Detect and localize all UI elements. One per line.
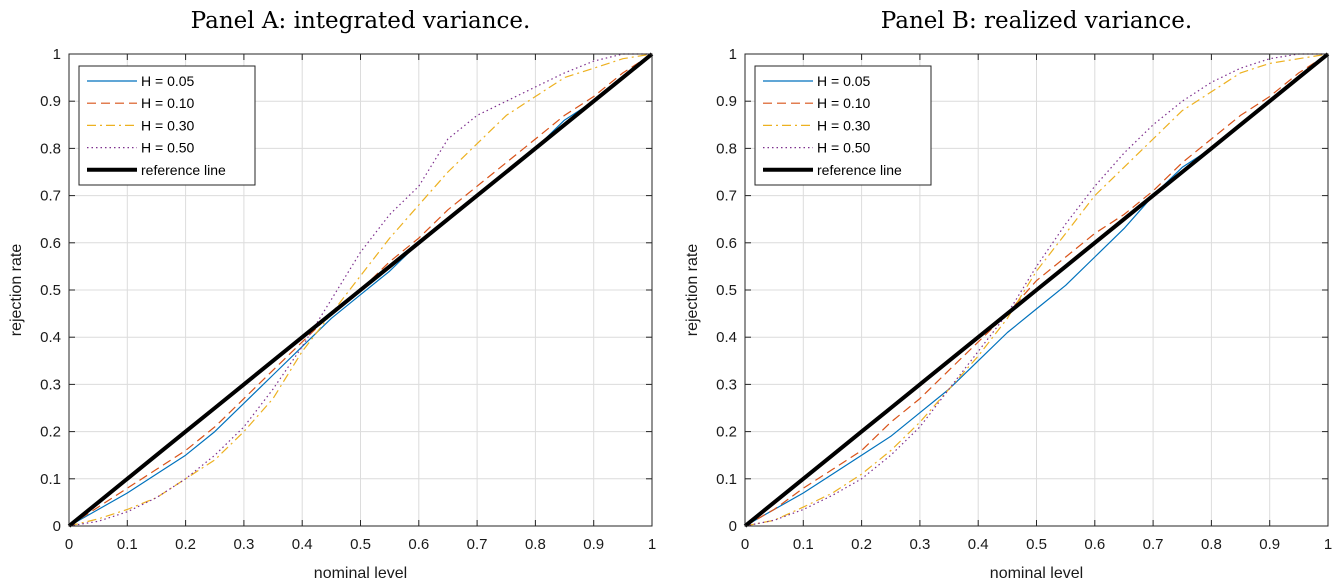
- series-group: [743, 52, 1330, 528]
- y-tick-label: 0.1: [716, 471, 737, 488]
- series-line: [744, 53, 1328, 527]
- legend-label: H = 0.30: [817, 117, 871, 133]
- legend: H = 0.05 H = 0.10 H = 0.30 H = 0.50 referenc…: [754, 65, 932, 186]
- x-tick-label: 0.3: [233, 536, 254, 553]
- x-axis-label: nominal level: [314, 565, 407, 582]
- y-tick-label: 0.9: [716, 93, 737, 110]
- y-tick-label: 0.8: [40, 140, 61, 157]
- legend-label: H = 0.10: [817, 95, 871, 111]
- y-tick-label: 0.9: [40, 93, 61, 110]
- x-tick-label: 0.6: [1084, 536, 1105, 553]
- series-group: [67, 52, 654, 528]
- x-tick-label: 0.1: [793, 536, 814, 553]
- x-tick-label: 0.9: [1259, 536, 1280, 553]
- x-tick-label: 0: [741, 536, 749, 553]
- series-line: [744, 53, 1329, 527]
- x-tick-label: 0.2: [175, 536, 196, 553]
- legend-label: H = 0.10: [141, 95, 195, 111]
- legend-label: reference line: [817, 162, 902, 178]
- y-tick-label: 0.7: [40, 188, 61, 205]
- legend: H = 0.05 H = 0.10 H = 0.30 H = 0.50 referenc…: [78, 65, 256, 186]
- series-line: [67, 52, 654, 528]
- y-tick-label: 0.6: [716, 235, 737, 252]
- legend-label: H = 0.50: [141, 140, 195, 156]
- x-tick-label: 0.4: [968, 536, 989, 553]
- y-tick-label: 0.3: [40, 376, 61, 393]
- y-tick-label: 0.6: [40, 235, 61, 252]
- x-tick-label: 0.5: [1026, 536, 1047, 553]
- x-tick-label: 0.8: [525, 536, 546, 553]
- y-tick-label: 1: [53, 46, 61, 63]
- legend-label: H = 0.30: [141, 117, 195, 133]
- panel-b: 0 0.1 0.2 0.3 0.4 0.5 0.6 0.7 0.8 0.9 1 0 0.1 0.2 0.3 0…: [684, 8, 1332, 582]
- y-tick-label: 0.2: [716, 424, 737, 441]
- x-tick-label: 0.2: [851, 536, 872, 553]
- y-tick-label: 0.3: [716, 376, 737, 393]
- y-tick-label: 0.4: [716, 329, 737, 346]
- x-tick-label: 0.9: [583, 536, 604, 553]
- x-tick-label: 0: [65, 536, 73, 553]
- x-axis-label: nominal level: [990, 565, 1083, 582]
- series-line: [743, 52, 1330, 528]
- series-line: [744, 53, 1329, 527]
- x-tick-label: 1: [1324, 536, 1332, 553]
- y-tick-label: 0.5: [40, 282, 61, 299]
- legend-label: H = 0.50: [817, 140, 871, 156]
- x-tick-label: 0.4: [292, 536, 313, 553]
- x-tick-label: 0.6: [408, 536, 429, 553]
- x-tick-label: 0.1: [117, 536, 138, 553]
- x-tick-label: 0.7: [467, 536, 488, 553]
- panel-a: 0 0.1 0.2 0.3 0.4 0.5 0.6 0.7 0.8 0.9 1 0 0.1 0.2 0.3 0…: [8, 8, 656, 582]
- y-axis-label: rejection rate: [684, 244, 701, 337]
- y-tick-label: 0.8: [716, 140, 737, 157]
- legend-label: reference line: [141, 162, 226, 178]
- y-tick-label: 0: [729, 518, 737, 535]
- panel-title: Panel B: realized variance.: [881, 8, 1192, 34]
- y-tick-label: 1: [729, 46, 737, 63]
- series-line: [68, 53, 652, 527]
- legend-label: H = 0.05: [817, 73, 871, 89]
- y-tick-label: 0.2: [40, 424, 61, 441]
- x-tick-label: 1: [648, 536, 656, 553]
- x-tick-label: 0.8: [1201, 536, 1222, 553]
- y-tick-label: 0: [53, 518, 61, 535]
- y-tick-label: 0.1: [40, 471, 61, 488]
- legend-label: H = 0.05: [141, 73, 195, 89]
- y-axis-label: rejection rate: [8, 244, 25, 337]
- series-line: [68, 53, 653, 527]
- x-tick-label: 0.3: [909, 536, 930, 553]
- y-tick-label: 0.5: [716, 282, 737, 299]
- y-tick-label: 0.7: [716, 188, 737, 205]
- panel-title: Panel A: integrated variance.: [191, 8, 531, 34]
- y-tick-label: 0.4: [40, 329, 61, 346]
- series-line: [68, 53, 653, 527]
- x-tick-label: 0.7: [1143, 536, 1164, 553]
- x-tick-label: 0.5: [350, 536, 371, 553]
